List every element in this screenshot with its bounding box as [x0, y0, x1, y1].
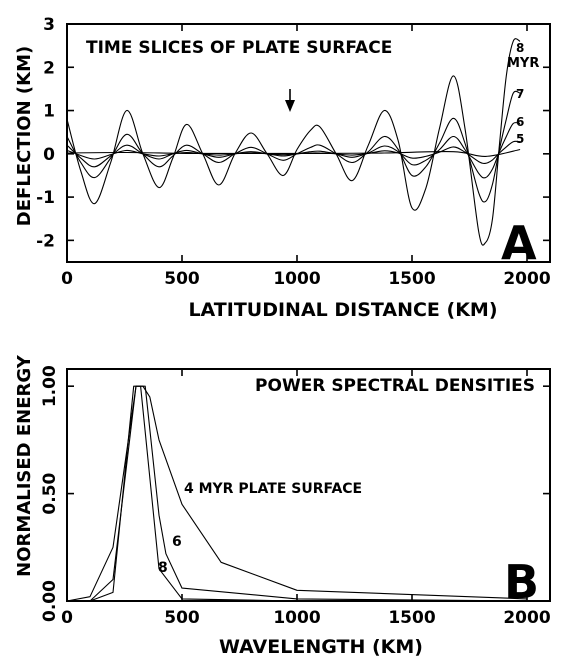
- series-line-7: [66, 90, 521, 203]
- panel-b-y-ticks: 0.00 0.50 1.00: [40, 365, 550, 622]
- psd-line-8: [67, 385, 527, 602]
- panel-b-x-ticks: 0 500 1000 1500 2000: [61, 369, 551, 628]
- panel-b-curves: [66, 385, 528, 602]
- panel-a-frame: [66, 23, 551, 263]
- panel-b-letter: B: [504, 555, 539, 609]
- x-tick-label: 500: [164, 608, 200, 628]
- series-label-5: 5: [516, 132, 524, 146]
- panel-b: 0.00 0.50 1.00 0 500 1000 1500 2000 POWER SPEC…: [14, 354, 551, 658]
- series-label-6: 6: [516, 115, 524, 129]
- x-tick-label: 0: [61, 608, 73, 628]
- y-tick-label: -1: [36, 188, 55, 208]
- y-tick-label: 2: [43, 58, 55, 78]
- y-tick-label: -2: [36, 231, 55, 251]
- annotation-8: 8: [158, 560, 168, 576]
- panel-b-x-axis-label: WAVELENGTH (KM): [219, 636, 423, 658]
- series-line-6: [66, 122, 521, 179]
- panel-a-x-ticks: 0 500 1000 1500 2000: [61, 24, 551, 289]
- panel-a-x-axis-label: LATITUDINAL DISTANCE (KM): [188, 299, 497, 321]
- down-arrow-icon: [285, 89, 295, 112]
- y-tick-label: 0.50: [40, 472, 60, 514]
- panel-a-y-ticks: -2 -1 0 1 2 3: [36, 15, 550, 251]
- y-tick-label: 0: [43, 145, 55, 165]
- series-label-8: 8: [516, 41, 524, 55]
- x-tick-label: 2000: [503, 608, 550, 628]
- x-tick-label: 1000: [273, 608, 320, 628]
- panel-a-y-axis-label: DEFLECTION (KM): [14, 46, 35, 226]
- panel-a-title: TIME SLICES OF PLATE SURFACE: [86, 38, 392, 58]
- panel-b-y-axis-label: NORMALISED ENERGY: [14, 354, 35, 577]
- x-tick-label: 500: [164, 269, 200, 289]
- panel-a: -2 -1 0 1 2 3 0 500 1000 1500 2000 TIME SLICES OF…: [14, 15, 551, 321]
- series-label-7: 7: [516, 87, 524, 101]
- x-tick-label: 1500: [388, 269, 435, 289]
- series-line-8: [66, 38, 521, 246]
- panel-a-letter: A: [501, 216, 537, 270]
- psd-line-6: [67, 385, 528, 602]
- panel-a-curves: [66, 38, 521, 246]
- y-tick-label: 1: [43, 102, 55, 122]
- y-tick-label: 3: [43, 15, 55, 35]
- annotation-6: 6: [172, 534, 182, 550]
- psd-line-4-myr-plate-surface: [66, 385, 528, 602]
- y-tick-label: 1.00: [40, 365, 60, 407]
- y-tick-label: 0.00: [40, 580, 60, 622]
- annotation-4-myr-plate-surface: 4 MYR PLATE SURFACE: [184, 481, 362, 497]
- x-tick-label: 1000: [273, 269, 320, 289]
- x-tick-label: 1500: [388, 608, 435, 628]
- x-tick-label: 0: [61, 269, 73, 289]
- series-label-unit: MYR: [507, 56, 539, 71]
- x-tick-label: 2000: [503, 269, 550, 289]
- series-line-early: [66, 148, 521, 157]
- panel-b-title: POWER SPECTRAL DENSITIES: [255, 376, 535, 396]
